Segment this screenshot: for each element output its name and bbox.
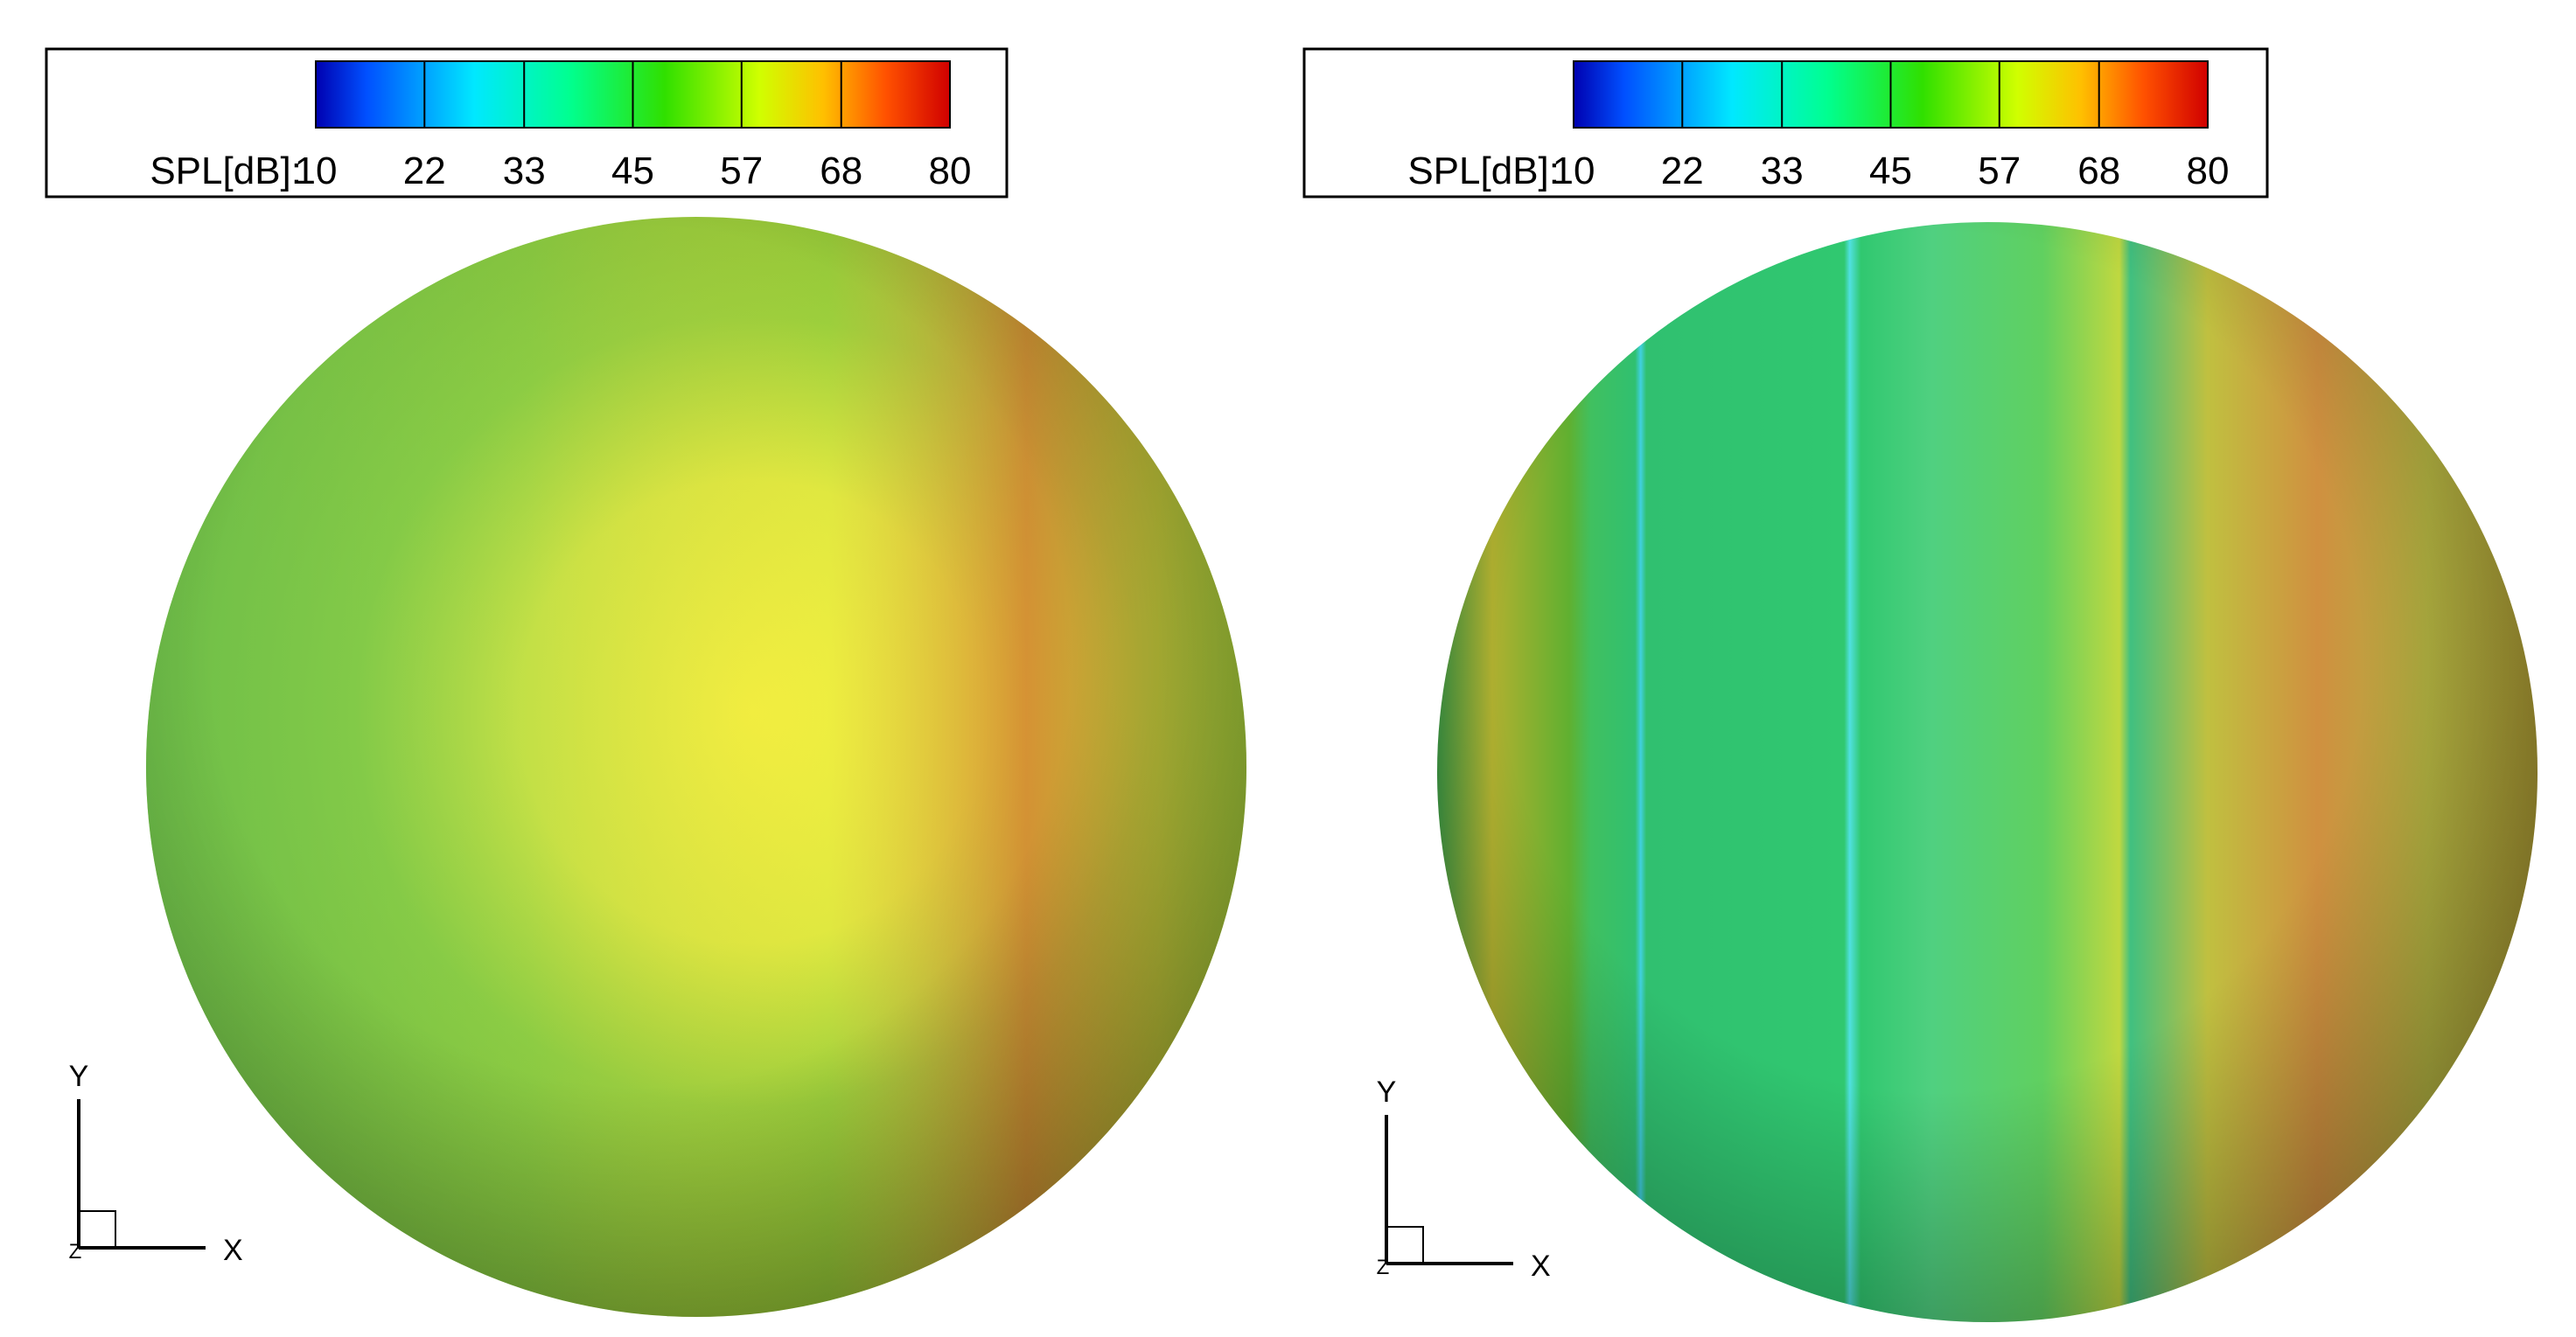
legend-label: SPL[dB]: [150,150,302,192]
colorbar-tick-label: 45 [1869,150,1912,192]
axis-y-label: Y [1377,1076,1397,1109]
sphere-left [146,217,1246,1317]
axis-y-label: Y [69,1060,89,1093]
colorbar-tick-label: 10 [1553,150,1595,192]
colorbar-tick-label: 68 [2077,150,2120,192]
colorbar-tick-label: 22 [403,150,446,192]
colorbar-tick-label: 80 [929,150,972,192]
colorbar-tick-label: 33 [1761,150,1804,192]
colorbar-tick-label: 33 [503,150,546,192]
colorbar-tick-label: 80 [2187,150,2230,192]
legend-label: SPL[dB]: [1407,150,1560,192]
axis-x-label: X [223,1234,243,1267]
sphere-right [1437,222,2538,1322]
axis-z-label: Z [69,1240,82,1264]
colorbar-tick-label: 22 [1661,150,1704,192]
axis-z-label: Z [1377,1256,1390,1279]
colorbar-tick-label: 57 [720,150,763,192]
colorbar-tick-label: 45 [611,150,654,192]
colorbar-tick-label: 57 [1978,150,2021,192]
colorbar-tick-label: 68 [820,150,862,192]
colorbar-tick-label: 10 [295,150,338,192]
axis-x-label: X [1531,1250,1551,1283]
axis-z [1386,1226,1424,1264]
axis-z [78,1210,116,1249]
